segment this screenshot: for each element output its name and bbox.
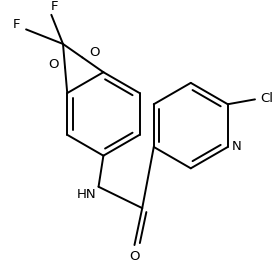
Text: Cl: Cl xyxy=(260,92,273,105)
Text: F: F xyxy=(13,18,20,31)
Text: O: O xyxy=(48,58,59,71)
Text: N: N xyxy=(232,140,241,153)
Text: O: O xyxy=(129,250,140,263)
Text: O: O xyxy=(89,46,99,59)
Text: F: F xyxy=(50,0,58,13)
Text: HN: HN xyxy=(77,188,97,201)
